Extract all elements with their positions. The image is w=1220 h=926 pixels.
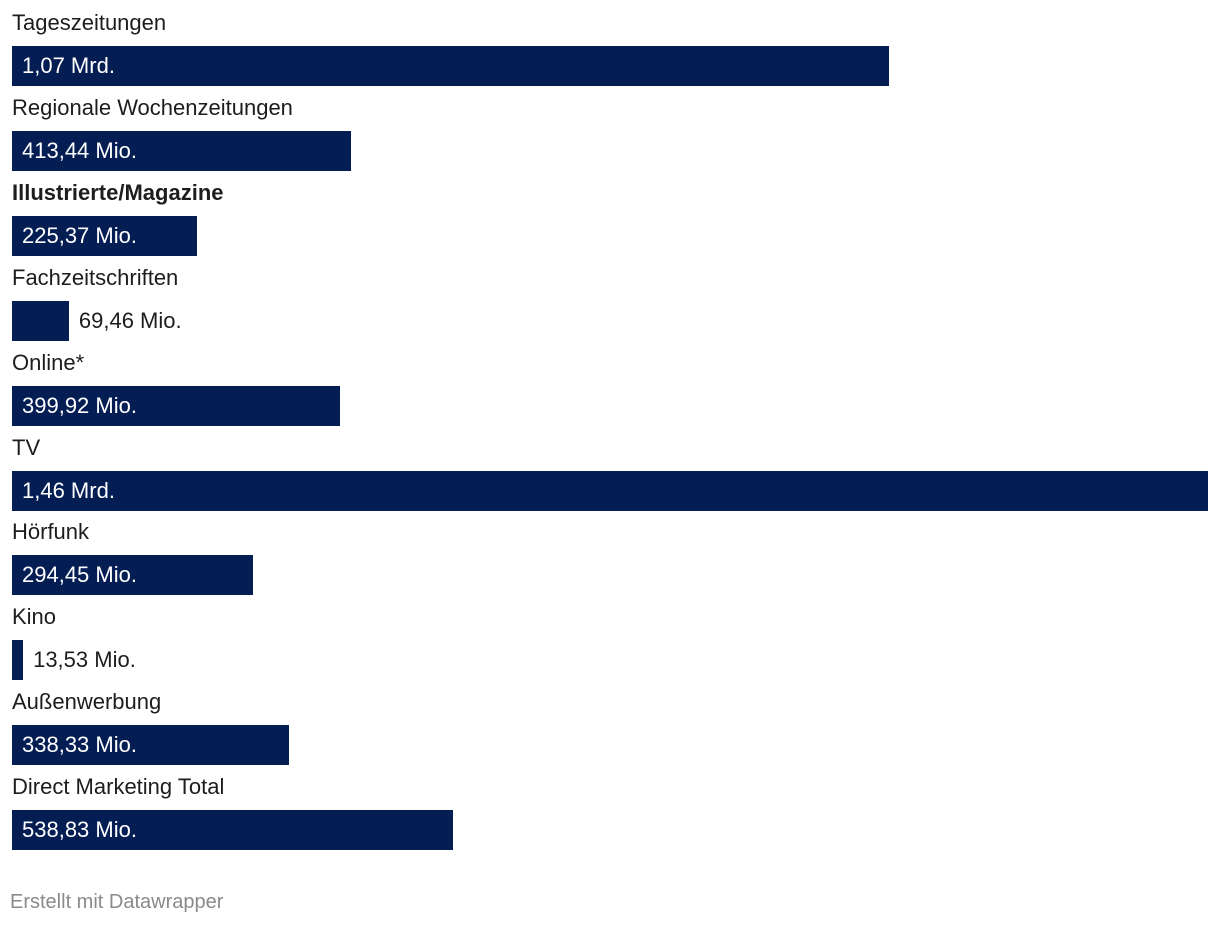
category-label: Hörfunk: [12, 519, 90, 545]
bar: [12, 470, 1208, 511]
value-label: 1,07 Mrd.: [22, 53, 115, 78]
bar: [12, 215, 197, 256]
category-label: Regionale Wochenzeitungen: [12, 94, 293, 120]
bar: [12, 725, 290, 766]
category-label: Illustrierte/Magazine: [12, 179, 224, 205]
bar: [12, 385, 340, 426]
value-label: 294,45 Mio.: [22, 562, 137, 588]
category-label: Kino: [12, 604, 57, 630]
bar: [12, 130, 351, 171]
bar: [12, 46, 889, 86]
bar: [12, 640, 24, 681]
category-label: Außenwerbung: [12, 689, 162, 715]
category-label: Fachzeitschriften: [12, 264, 179, 290]
value-label: 225,37 Mio.: [22, 222, 137, 248]
value-label: 399,92 Mio.: [22, 392, 137, 418]
category-label: Online*: [12, 349, 85, 375]
value-label: 1,46 Mrd.: [22, 477, 115, 503]
value-label: 338,33 Mio.: [22, 732, 137, 758]
bar: [12, 555, 254, 596]
value-label: 538,83 Mio.: [22, 817, 137, 843]
value-label: 69,46 Mio.: [78, 307, 182, 333]
bar: [12, 810, 454, 851]
datawrapper-credit[interactable]: Erstellt mit Datawrapper: [10, 891, 224, 913]
category-label: Tageszeitungen: [12, 10, 167, 35]
value-label: 13,53 Mio.: [33, 647, 136, 673]
category-label: TV: [12, 434, 41, 460]
value-label: 413,44 Mio.: [22, 137, 137, 163]
category-label: Direct Marketing Total: [12, 774, 225, 800]
bar: [12, 300, 69, 341]
